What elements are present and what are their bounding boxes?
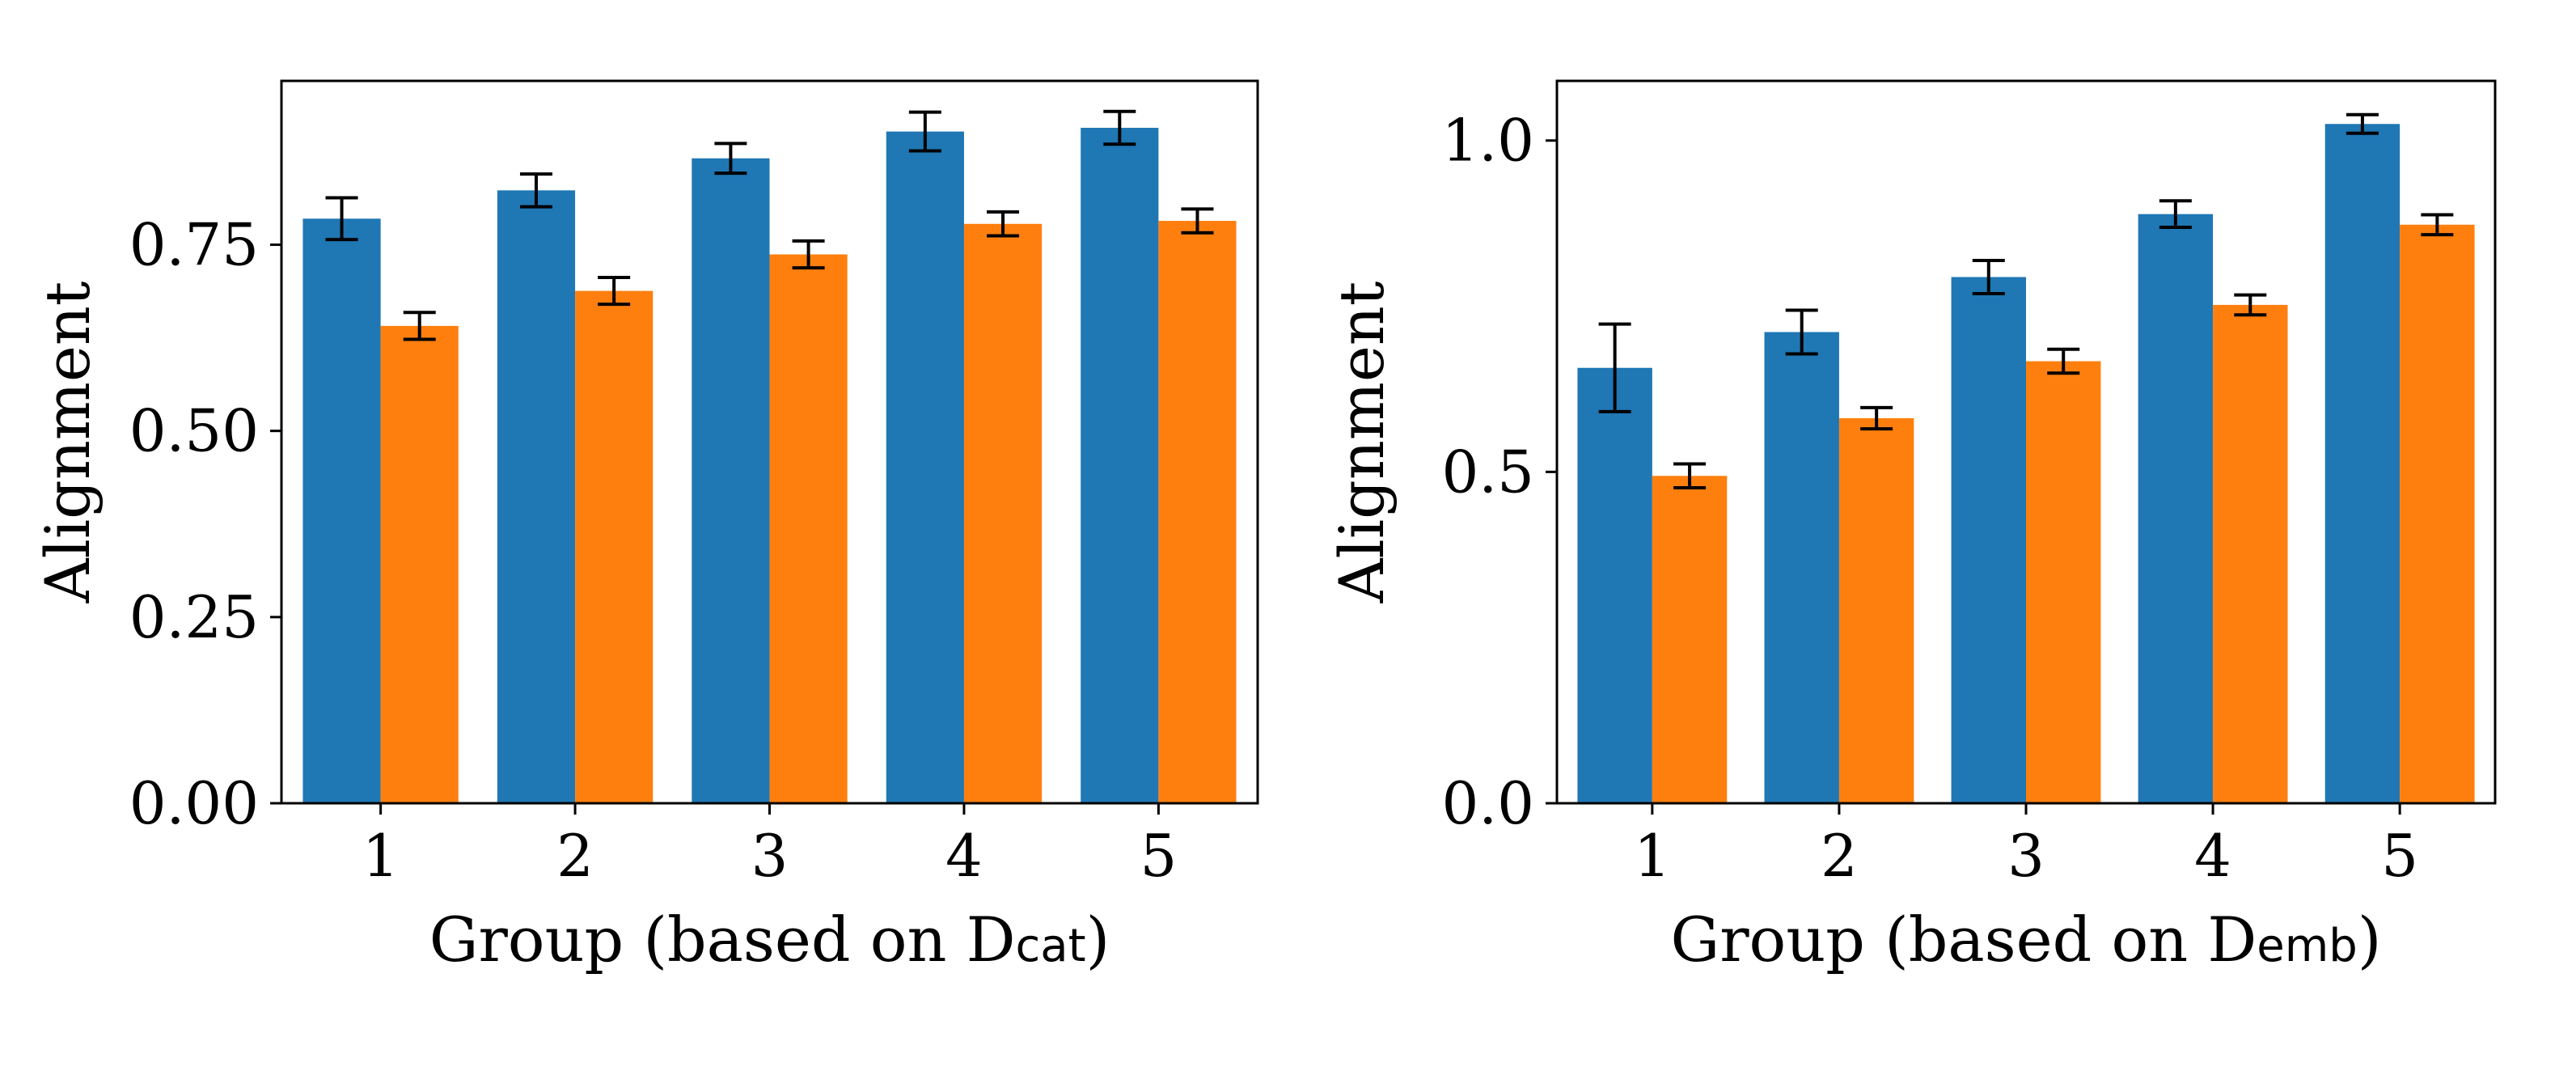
error-bar-series2-group3	[2047, 347, 2080, 375]
x-tick-label: 4	[2194, 822, 2231, 890]
x-tick-label: 1	[1634, 822, 1671, 890]
error-bar-series2-group1	[1673, 462, 1707, 490]
error-bar-series1-group1	[325, 196, 358, 242]
bar-series1-group3	[692, 158, 770, 803]
y-tick-label: 0.0	[1441, 769, 1534, 837]
error-bar-series2-group3	[792, 239, 825, 270]
error-bar-series1-group5	[1103, 109, 1136, 146]
error-bar-series1-group4	[2159, 199, 2192, 230]
y-tick-label: 0.50	[129, 397, 259, 465]
x-tick-label: 1	[362, 822, 400, 890]
bar-series1-group1	[1577, 367, 1652, 803]
bar-series1-group3	[1951, 277, 2026, 803]
bar-series2-group2	[575, 290, 654, 803]
bar-series2-group4	[963, 223, 1043, 803]
bar-series2-group5	[1158, 221, 1237, 803]
y-axis-label: Alignment	[32, 282, 104, 604]
error-bar-series2-group5	[1181, 207, 1214, 235]
error-bar-series2-group2	[1860, 405, 1893, 431]
x-tick-label: 3	[751, 822, 789, 890]
error-bar-series2-group2	[598, 276, 631, 307]
bar-series2-group3	[2026, 361, 2101, 803]
bar-series1-group5	[2324, 124, 2400, 803]
bar-series1-group4	[2138, 214, 2214, 803]
y-tick-label: 0.75	[129, 211, 259, 279]
bar-series1-group2	[1764, 332, 1839, 803]
error-bar-series1-group1	[1598, 322, 1631, 413]
error-bar-series1-group3	[714, 142, 747, 176]
bar-series1-group4	[886, 131, 964, 804]
y-tick-label: 1.0	[1441, 107, 1534, 175]
y-axis-label: Alignment	[1326, 282, 1398, 604]
y-tick-label: 0.5	[1441, 438, 1534, 506]
bar-series1-group5	[1081, 127, 1159, 803]
y-tick-label: 0.00	[129, 769, 259, 837]
x-tick-label: 3	[2007, 822, 2045, 890]
error-bar-series2-group1	[403, 311, 436, 341]
y-tick-label: 0.25	[129, 583, 259, 651]
error-bar-series1-group5	[2345, 112, 2379, 135]
x-tick-label: 2	[1821, 822, 1858, 890]
chart-left: 0.00 0.25 0.50 0.75 1 2 3 4 5 Group (based on Dca…	[32, 79, 1259, 976]
bar-series2-group3	[769, 254, 848, 803]
bar-series1-group2	[497, 190, 576, 803]
bar-series2-group1	[380, 325, 459, 803]
bar-series1-group1	[302, 218, 381, 803]
error-bar-series2-group4	[987, 210, 1020, 238]
bar-series2-group5	[2400, 224, 2475, 803]
bar-series2-group4	[2213, 304, 2288, 803]
chart-right: 0.0 0.5 1.0 1 2 3 4 5 Group (based on Demb) Align…	[1326, 79, 2497, 976]
error-bar-series1-group4	[908, 110, 941, 153]
error-bar-series2-group5	[2421, 213, 2454, 237]
error-bar-series1-group2	[519, 172, 552, 209]
x-axis-label: Group (based on Demb)	[1671, 904, 2382, 976]
x-tick-label: 2	[556, 822, 594, 890]
x-axis-label: Group (based on Dcat)	[429, 904, 1110, 976]
x-tick-label: 5	[2381, 822, 2418, 890]
bar-series2-group1	[1652, 476, 1728, 803]
error-bar-series1-group3	[1972, 259, 2005, 295]
bar-series2-group2	[1838, 418, 1914, 803]
x-tick-label: 4	[945, 822, 983, 890]
error-bar-series2-group4	[2234, 293, 2267, 317]
error-bar-series1-group2	[1785, 308, 1818, 356]
x-tick-label: 5	[1140, 822, 1177, 890]
